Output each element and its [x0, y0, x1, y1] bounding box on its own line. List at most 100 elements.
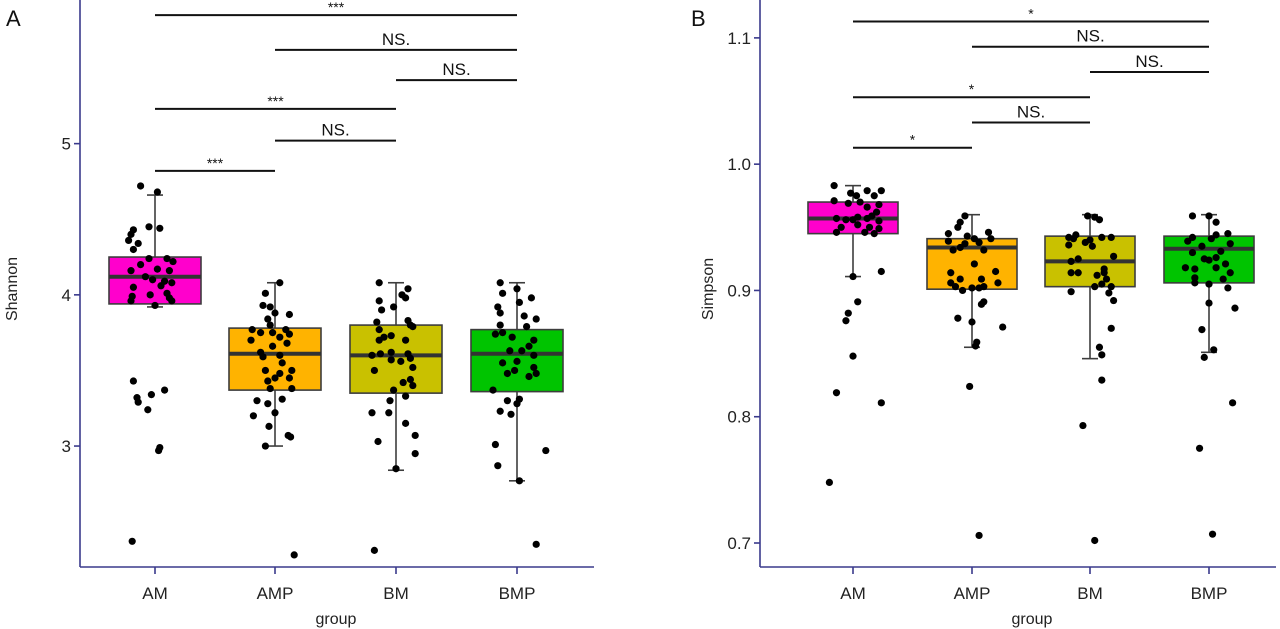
data-point	[507, 410, 515, 418]
box-am	[108, 194, 202, 308]
data-point	[1219, 275, 1227, 283]
data-point	[1091, 536, 1099, 545]
data-point	[830, 182, 838, 190]
data-point	[494, 303, 502, 311]
data-point	[844, 199, 852, 207]
data-point	[1098, 233, 1106, 242]
data-point	[947, 269, 955, 277]
data-point	[1224, 284, 1232, 292]
data-point	[503, 397, 511, 405]
data-point	[378, 306, 386, 314]
data-point	[147, 391, 155, 399]
x-tick-label: BM	[383, 584, 409, 603]
data-point	[518, 347, 526, 355]
data-point	[849, 352, 857, 360]
points-amp	[247, 279, 298, 559]
significance-bracket: NS.	[275, 121, 396, 142]
x-axis-title-a: group	[316, 611, 357, 628]
data-point	[287, 433, 295, 441]
data-point	[404, 285, 412, 293]
box-bmp	[470, 281, 564, 482]
data-point	[1208, 530, 1217, 538]
significance-label: *	[910, 132, 916, 148]
data-point	[1088, 242, 1096, 250]
data-point	[402, 294, 410, 302]
data-point	[832, 228, 841, 236]
data-point	[127, 267, 135, 275]
data-point	[980, 246, 988, 254]
data-point	[532, 540, 540, 548]
data-point	[1093, 271, 1101, 279]
data-point	[397, 357, 405, 365]
data-point	[253, 397, 261, 405]
data-point	[145, 254, 153, 263]
data-point	[944, 230, 953, 238]
data-point	[506, 347, 514, 355]
data-point	[956, 275, 964, 283]
data-point	[1207, 235, 1215, 243]
y-axis-title-a: Shannon	[4, 257, 21, 321]
panel-b-simpson: B Simpson group 0.7 0.8 0.9 1.0 1.1 AM AMP BM BM…	[691, 0, 1276, 628]
x-tick-label: BMP	[1191, 584, 1228, 603]
data-point	[1221, 260, 1230, 268]
box-bm	[349, 281, 443, 472]
significance-bracket: NS.	[1090, 52, 1209, 73]
points-am	[125, 182, 177, 545]
significance-bracket: ***	[155, 0, 517, 17]
data-point	[387, 356, 395, 364]
y-tick-label: 5	[62, 135, 71, 154]
box-iqr	[470, 328, 564, 393]
data-point	[870, 230, 878, 238]
data-point	[264, 315, 272, 323]
data-point	[153, 188, 161, 196]
points-bm	[368, 279, 419, 554]
data-point	[527, 294, 536, 302]
panel-label-b: B	[691, 6, 706, 31]
data-point	[958, 286, 967, 295]
data-point	[496, 407, 504, 415]
data-point	[411, 431, 419, 440]
data-point	[145, 223, 153, 231]
data-point	[288, 366, 296, 375]
data-point	[149, 276, 157, 284]
data-point	[863, 203, 871, 211]
data-point	[877, 187, 885, 195]
data-point	[266, 384, 274, 393]
data-point	[129, 377, 137, 385]
data-point	[1107, 283, 1115, 291]
data-point	[1198, 325, 1206, 334]
data-point	[877, 399, 885, 407]
data-point	[269, 342, 277, 350]
data-point	[1205, 256, 1213, 264]
y-tick-label: 1.1	[727, 29, 751, 48]
data-point	[269, 329, 277, 337]
points-amp	[944, 212, 1007, 540]
data-point	[146, 291, 154, 299]
data-point	[259, 353, 267, 361]
data-point	[1067, 257, 1075, 266]
data-point	[163, 254, 171, 263]
data-point	[374, 437, 382, 446]
data-point	[963, 232, 971, 240]
data-point	[984, 228, 993, 236]
significance-bracket: *	[853, 5, 1209, 23]
data-point	[165, 294, 173, 302]
data-point	[266, 321, 274, 329]
data-point	[491, 440, 499, 449]
data-point	[128, 537, 136, 545]
data-point	[863, 187, 871, 195]
data-point	[278, 359, 286, 367]
significance-label: NS.	[1135, 52, 1163, 71]
data-point	[994, 279, 1002, 287]
data-point	[290, 551, 298, 559]
data-point	[276, 351, 284, 359]
data-point	[248, 326, 256, 334]
data-point	[525, 342, 533, 350]
data-point	[409, 322, 417, 331]
y-axis-title-b: Simpson	[700, 258, 717, 320]
box-iqr	[228, 327, 322, 391]
data-point	[156, 224, 164, 232]
data-point	[530, 336, 538, 344]
data-point	[499, 329, 507, 337]
data-point	[1098, 376, 1106, 384]
